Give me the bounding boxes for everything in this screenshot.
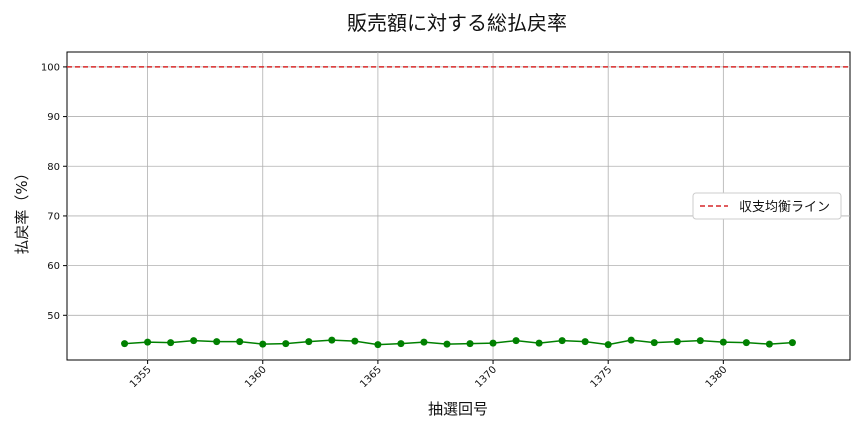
data-point [190, 337, 198, 345]
data-point [535, 339, 543, 347]
data-point [420, 338, 428, 346]
data-point [236, 338, 244, 346]
data-point [351, 337, 359, 345]
legend-box [692, 192, 842, 220]
x-tick-label: 1370 [473, 364, 499, 390]
x-axis-ticks: 1355 1360 1365 1370 1375 1380 [128, 360, 730, 390]
data-point [650, 339, 658, 347]
x-tick-label: 1380 [704, 364, 730, 390]
y-tick-label: 90 [47, 112, 60, 123]
y-tick-label: 80 [47, 162, 60, 173]
data-point [558, 337, 566, 345]
y-tick-label: 70 [47, 211, 60, 222]
y-tick-label: 100 [41, 62, 60, 73]
data-point [374, 341, 382, 349]
data-point [696, 337, 704, 345]
y-axis-ticks: 50 60 70 80 90 100 [41, 62, 67, 322]
legend: 収支均衡ライン [692, 192, 842, 220]
data-point [627, 336, 635, 344]
data-point [443, 340, 451, 348]
data-point [581, 338, 589, 346]
series-group [121, 336, 796, 349]
x-tick-label: 1375 [589, 364, 615, 390]
data-point [742, 339, 750, 347]
data-point [466, 340, 474, 348]
x-tick-label: 1360 [243, 364, 269, 390]
data-point [489, 339, 497, 347]
data-point [788, 339, 796, 347]
x-tick-label: 1355 [128, 364, 154, 390]
data-point [765, 340, 773, 348]
data-point [213, 338, 221, 346]
data-point [512, 337, 520, 345]
series-line [124, 339, 793, 346]
y-tick-label: 60 [47, 261, 60, 272]
x-tick-label: 1365 [358, 364, 384, 390]
data-point [305, 338, 313, 346]
data-point [604, 341, 612, 349]
data-point [673, 338, 681, 346]
data-point [397, 340, 405, 348]
data-point [328, 336, 336, 344]
chart-title: 販売額に対する総払戻率 [347, 11, 567, 35]
y-axis-label: 払戻率（%） [13, 165, 31, 254]
data-point [144, 338, 152, 346]
legend-label: 収支均衡ライン [739, 200, 830, 215]
data-point [167, 339, 175, 347]
data-point [719, 338, 727, 346]
y-tick-label: 50 [47, 311, 60, 322]
data-point [282, 340, 290, 348]
x-axis-label: 抽選回号 [428, 400, 488, 418]
data-point [121, 340, 129, 348]
data-point [259, 340, 267, 348]
